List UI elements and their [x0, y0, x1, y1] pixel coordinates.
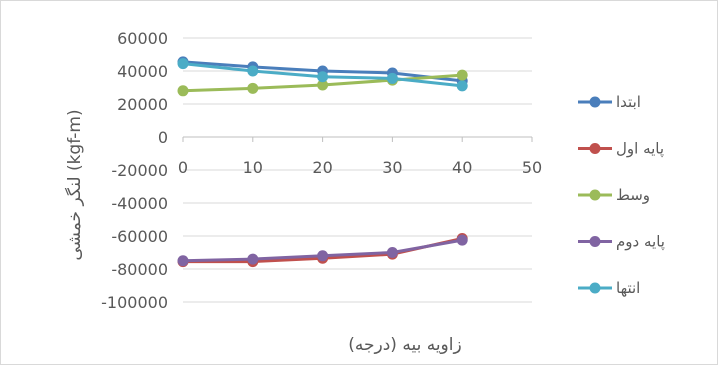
legend-entry: ابتدا: [578, 93, 641, 111]
legend-swatch-marker: [589, 236, 601, 247]
x-tick-label: 30: [382, 158, 402, 177]
series-وسط: [177, 69, 468, 97]
x-tick-label: 50: [522, 158, 542, 177]
y-axis-title: لنگر خمشی (kgf-m): [64, 109, 85, 260]
data-point: [177, 255, 189, 267]
legend-entry: انتها: [578, 279, 640, 297]
data-point: [317, 250, 329, 262]
data-point: [177, 58, 189, 70]
x-tick-label: 10: [243, 158, 263, 177]
data-point: [456, 69, 468, 81]
y-tick-label: -60000: [111, 227, 168, 246]
data-point: [177, 85, 189, 97]
y-tick-label: -100000: [101, 293, 168, 312]
legend-entry: پایه اول: [578, 140, 664, 159]
y-tick-label: 60000: [117, 29, 168, 48]
x-axis-title: زاویه بیه (درجه): [348, 335, 461, 355]
data-point: [247, 82, 259, 94]
data-point: [456, 234, 468, 246]
series-پایه دوم: [177, 234, 468, 267]
x-tick-label: 0: [178, 158, 188, 177]
y-tick-label: 40000: [117, 62, 168, 81]
x-tick-label: 40: [452, 158, 472, 177]
data-point: [317, 79, 329, 91]
series-انتها: [177, 58, 468, 92]
legend: ابتدا پایه اول وسط پایه دوم انتها: [578, 93, 665, 297]
y-tick-label: -20000: [111, 161, 168, 180]
y-tick-label: -40000: [111, 194, 168, 213]
legend-swatch-marker: [589, 143, 601, 154]
legend-label: وسط: [616, 186, 650, 204]
legend-entry: پایه دوم: [578, 233, 665, 252]
legend-label: پایه دوم: [616, 233, 665, 252]
plot-series: [177, 56, 468, 268]
legend-entry: وسط: [578, 186, 650, 204]
y-tick-label: 20000: [117, 95, 168, 114]
y-tick-label: 0: [158, 128, 168, 147]
legend-swatch-marker: [589, 282, 601, 294]
legend-swatch-marker: [589, 96, 601, 108]
legend-label: ابتدا: [616, 93, 641, 111]
data-point: [247, 253, 259, 265]
legend-swatch-marker: [589, 189, 601, 201]
data-point: [386, 247, 398, 258]
data-point: [456, 80, 468, 92]
y-tick-label: -80000: [111, 260, 168, 279]
axes: 60000 40000 20000 0 -20000 -40000 -60000 -80000…: [101, 29, 542, 312]
x-tick-label: 20: [312, 158, 332, 177]
legend-label: انتها: [616, 279, 640, 297]
data-point: [386, 72, 398, 84]
legend-label: پایه اول: [616, 140, 664, 159]
data-point: [317, 71, 329, 83]
data-point: [247, 65, 259, 77]
